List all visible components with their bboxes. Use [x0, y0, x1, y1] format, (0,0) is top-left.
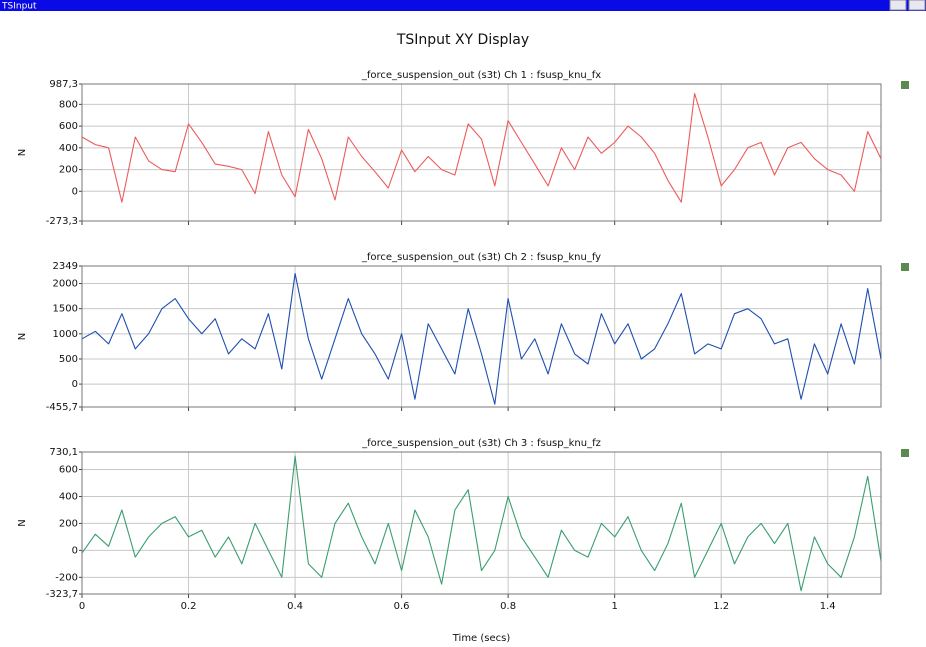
y-tick-label: 800 — [59, 99, 78, 110]
y-tick-label: -273,3 — [46, 216, 78, 227]
y-tick-label: -455,7 — [46, 402, 78, 413]
y-tick-label: 600 — [59, 465, 78, 476]
y-axis-label: N — [17, 519, 28, 526]
y-tick-label: 2349 — [53, 261, 78, 272]
y-tick-label: 987,3 — [49, 79, 78, 90]
y-tick-label: 1500 — [53, 304, 78, 315]
x-axis-label: Time (secs) — [452, 633, 511, 644]
plot-frame — [81, 451, 882, 595]
y-tick-label: 400 — [59, 491, 78, 502]
y-tick-label: 2000 — [53, 279, 78, 290]
x-tick-label: 1.2 — [713, 601, 729, 612]
y-tick-label: 0 — [72, 545, 78, 556]
chart-title: _force_suspension_out (s3t) Ch 2 : fsusp… — [361, 252, 601, 263]
y-axis-label: N — [17, 149, 28, 156]
x-tick-label: 1.4 — [820, 601, 836, 612]
signal-line — [81, 272, 882, 405]
close-button[interactable] — [908, 0, 926, 11]
x-tick-label: 0.8 — [500, 601, 516, 612]
x-tick-label: 0 — [79, 601, 85, 612]
y-tick-label: -323,7 — [46, 589, 78, 600]
y-tick-label: 0 — [72, 379, 78, 390]
plot-frame — [81, 83, 882, 222]
y-tick-label: 500 — [59, 354, 78, 365]
display-title: TSInput XY Display — [396, 32, 529, 48]
chart-title: _force_suspension_out (s3t) Ch 3 : fsusp… — [361, 438, 601, 449]
chart-title: _force_suspension_out (s3t) Ch 1 : fsusp… — [361, 70, 601, 81]
x-tick-label: 1 — [611, 601, 617, 612]
signal-line — [81, 92, 882, 203]
title-bar — [0, 0, 926, 11]
y-tick-label: 400 — [59, 143, 78, 154]
legend-marker — [901, 81, 909, 89]
x-tick-label: 0.4 — [287, 601, 303, 612]
x-tick-label: 0.6 — [394, 601, 410, 612]
plot-frame — [81, 265, 882, 408]
y-tick-label: -200 — [55, 572, 78, 583]
y-tick-label: 600 — [59, 121, 78, 132]
window-title: TSInput — [1, 2, 37, 12]
y-tick-label: 1000 — [53, 329, 78, 340]
y-tick-label: 0 — [72, 186, 78, 197]
legend-marker — [901, 263, 909, 271]
y-tick-label: 200 — [59, 165, 78, 176]
signal-line — [81, 455, 882, 592]
y-axis-label: N — [17, 333, 28, 340]
legend-marker — [901, 449, 909, 457]
y-tick-label: 200 — [59, 518, 78, 529]
restore-button[interactable] — [889, 0, 907, 11]
x-tick-label: 0.2 — [181, 601, 197, 612]
y-tick-label: 730,1 — [49, 447, 78, 458]
